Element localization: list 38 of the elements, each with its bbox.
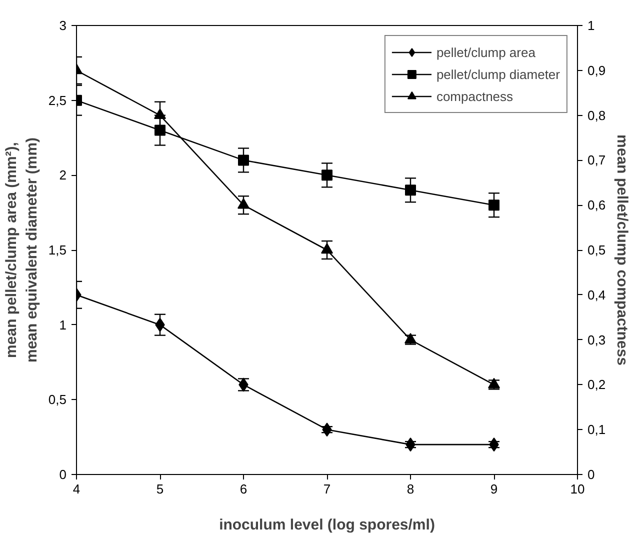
legend-label: pellet/clump diameter <box>436 66 560 82</box>
y-tick-label: 1,5 <box>48 242 67 258</box>
y2-tick-label: 0,7 <box>588 152 606 168</box>
y-tick-label: 1 <box>59 317 67 332</box>
x-tick-label: 6 <box>240 482 248 496</box>
point <box>154 108 166 119</box>
y2-tick-label: 0,9 <box>588 62 606 78</box>
x-tick-label: 4 <box>72 482 80 496</box>
x-tick-label: 9 <box>490 482 498 496</box>
x-tick-label: 5 <box>156 482 164 496</box>
legend-label: compactness <box>436 88 514 104</box>
y-tick-label: 0,5 <box>48 392 67 408</box>
y-tick-label: 2 <box>59 168 67 183</box>
y-axis-title: mean pellet/clump area (mm²), mean equivalent diameter (mm) <box>3 137 40 363</box>
y2-tick-label: 0 <box>588 467 595 482</box>
y-tick-label: 2,5 <box>48 92 67 108</box>
y2-tick-label: 0,3 <box>588 332 606 348</box>
legend-label: pellet/clump area <box>436 44 536 60</box>
y2-tick-label: 0,1 <box>588 422 606 438</box>
y2-tick-label: 1 <box>588 18 595 33</box>
point <box>238 154 249 166</box>
y2-axis-title: mean pellet/clump compactness <box>614 134 631 366</box>
y2-tick-label: 0,8 <box>588 108 606 123</box>
point <box>322 170 332 181</box>
point <box>488 200 500 211</box>
y-tick-label: 3 <box>59 18 67 33</box>
x-tick-label: 8 <box>406 482 414 496</box>
y2-tick-label: 0,6 <box>588 198 606 213</box>
point <box>321 243 333 254</box>
x-tick-label: 7 <box>323 482 331 496</box>
x-axis-title: inoculum level (log spores/ml) <box>219 516 435 534</box>
y-tick-label: 0 <box>59 467 67 482</box>
y2-tick-label: 0,4 <box>588 287 606 302</box>
x-tick-label: 10 <box>570 482 585 496</box>
point <box>405 184 416 196</box>
y2-tick-label: 0,2 <box>588 377 606 392</box>
point <box>238 198 250 209</box>
y2-tick-label: 0,5 <box>588 242 606 258</box>
